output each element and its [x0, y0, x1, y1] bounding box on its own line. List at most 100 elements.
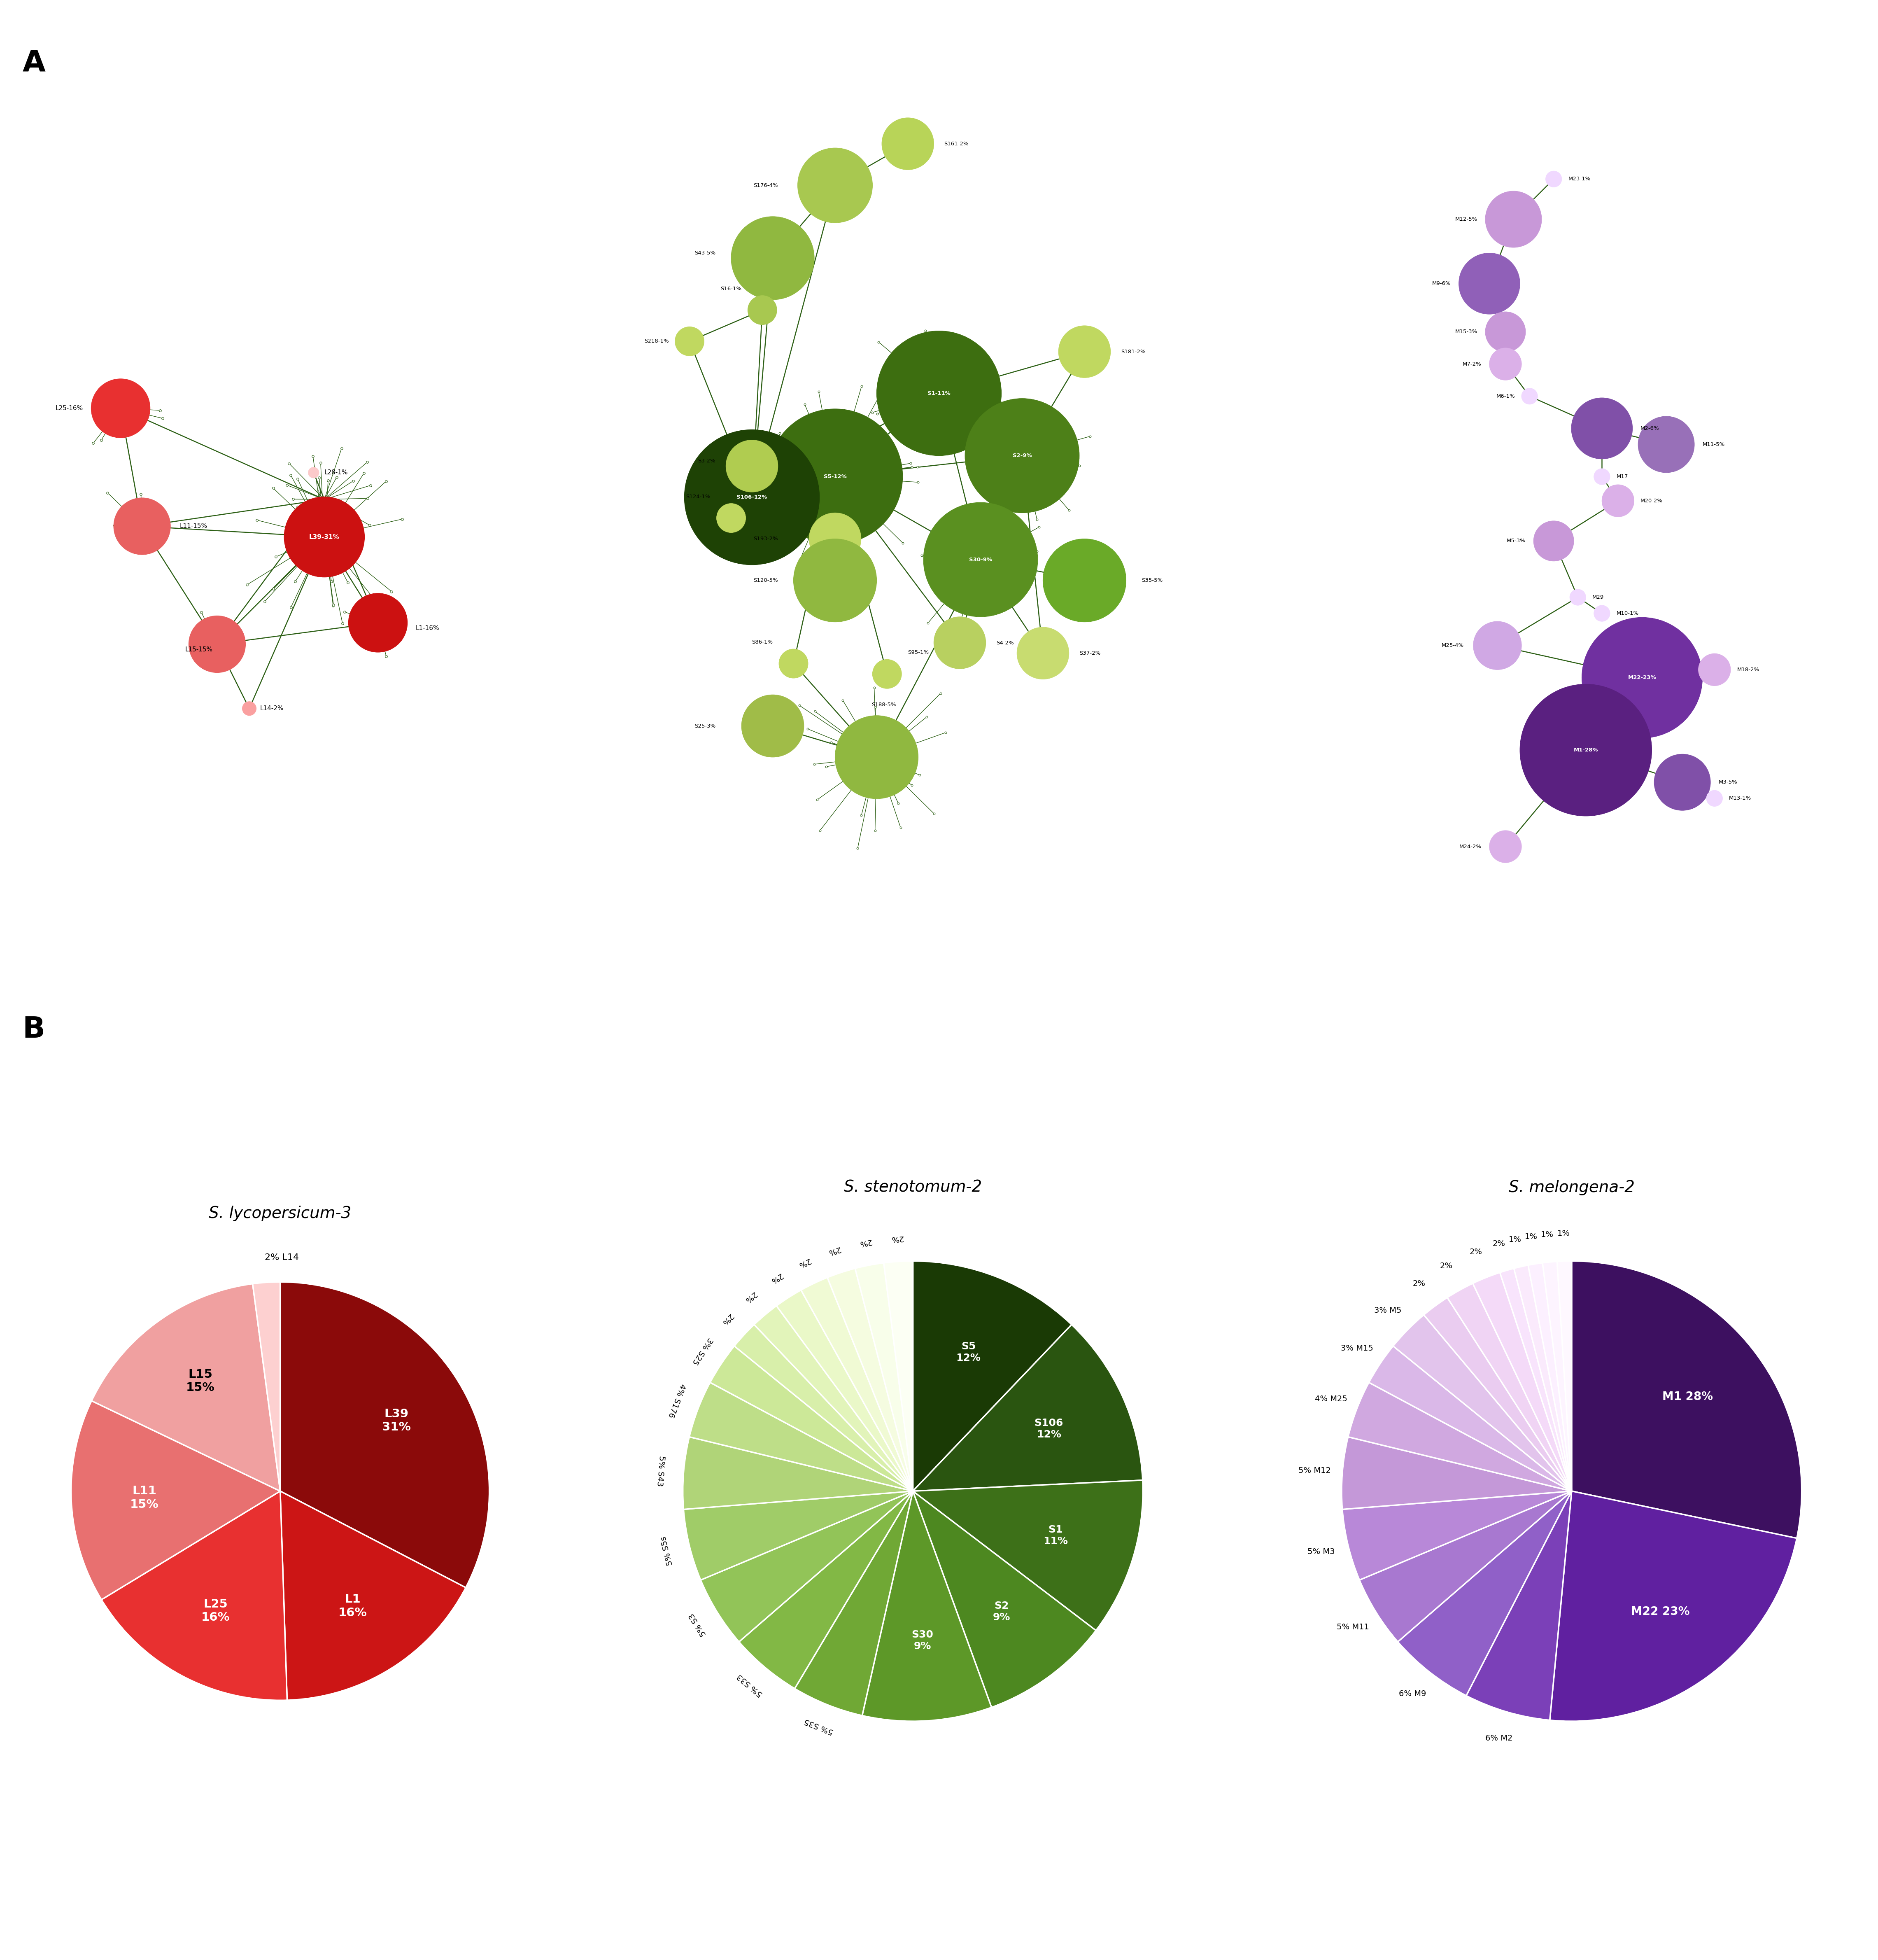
Text: S5-12%: S5-12%: [824, 474, 847, 478]
Circle shape: [349, 594, 408, 653]
Text: 2% L14: 2% L14: [265, 1252, 299, 1262]
Wedge shape: [92, 1284, 280, 1492]
Text: 1%: 1%: [1540, 1231, 1553, 1239]
Circle shape: [1485, 192, 1542, 247]
Circle shape: [717, 504, 746, 533]
Text: S4-2%: S4-2%: [995, 641, 1014, 645]
Text: S37-2%: S37-2%: [1080, 651, 1101, 657]
Text: S1
11%: S1 11%: [1044, 1525, 1069, 1546]
Text: S95-1%: S95-1%: [907, 651, 930, 655]
Wedge shape: [740, 1492, 913, 1690]
Text: 5% S33: 5% S33: [736, 1672, 764, 1697]
Circle shape: [1472, 621, 1521, 670]
Circle shape: [1485, 312, 1525, 353]
Text: M9-6%: M9-6%: [1433, 280, 1452, 286]
Text: S35-5%: S35-5%: [1142, 578, 1162, 582]
Circle shape: [779, 649, 808, 678]
Wedge shape: [794, 1492, 913, 1715]
Text: S86-1%: S86-1%: [751, 639, 772, 645]
Text: 5% M12: 5% M12: [1298, 1466, 1332, 1474]
Text: 1%: 1%: [1525, 1233, 1538, 1241]
Text: L15
15%: L15 15%: [186, 1368, 214, 1394]
Text: 4% S176: 4% S176: [667, 1382, 687, 1419]
Wedge shape: [913, 1492, 1097, 1707]
Circle shape: [747, 296, 777, 325]
Wedge shape: [854, 1262, 913, 1492]
Text: 5% S5s: 5% S5s: [659, 1535, 674, 1566]
Circle shape: [836, 715, 918, 800]
Wedge shape: [710, 1347, 913, 1492]
Circle shape: [924, 502, 1039, 617]
Text: M5-3%: M5-3%: [1506, 539, 1525, 543]
Text: M25-4%: M25-4%: [1440, 643, 1463, 649]
Wedge shape: [1542, 1262, 1572, 1492]
Wedge shape: [802, 1278, 913, 1492]
Wedge shape: [1343, 1492, 1572, 1580]
Text: 3% M15: 3% M15: [1341, 1345, 1373, 1352]
Wedge shape: [1467, 1492, 1572, 1721]
Text: A: A: [23, 49, 45, 76]
Text: 5% M11: 5% M11: [1337, 1623, 1369, 1631]
Circle shape: [794, 539, 877, 621]
Wedge shape: [755, 1305, 913, 1492]
Wedge shape: [684, 1492, 913, 1580]
Circle shape: [115, 498, 171, 555]
Wedge shape: [1448, 1284, 1572, 1492]
Text: M24-2%: M24-2%: [1459, 845, 1482, 849]
Text: 2%: 2%: [826, 1245, 841, 1256]
Text: 2%: 2%: [1493, 1241, 1506, 1249]
Circle shape: [933, 617, 986, 668]
Text: S2-9%: S2-9%: [1012, 453, 1031, 459]
Text: 2%: 2%: [1469, 1249, 1482, 1256]
Circle shape: [873, 659, 901, 688]
Text: L28-1%: L28-1%: [325, 470, 347, 476]
Text: 2%: 2%: [890, 1235, 903, 1243]
Circle shape: [1655, 755, 1711, 809]
Wedge shape: [913, 1480, 1144, 1631]
Title: S. stenotomum-2: S. stenotomum-2: [843, 1180, 982, 1196]
Circle shape: [92, 378, 150, 437]
Text: M3-5%: M3-5%: [1718, 780, 1737, 784]
Text: M1-28%: M1-28%: [1574, 747, 1598, 753]
Text: S176-4%: S176-4%: [753, 182, 777, 188]
Wedge shape: [689, 1382, 913, 1492]
Circle shape: [798, 147, 873, 223]
Text: S188-5%: S188-5%: [871, 702, 896, 708]
Text: M13-1%: M13-1%: [1730, 796, 1752, 802]
Text: 1%: 1%: [1508, 1237, 1521, 1245]
Text: L25
16%: L25 16%: [201, 1597, 229, 1623]
Wedge shape: [913, 1260, 1072, 1492]
Circle shape: [684, 429, 819, 564]
Wedge shape: [254, 1282, 280, 1492]
Wedge shape: [280, 1282, 490, 1588]
Circle shape: [1546, 171, 1562, 186]
Text: S181-2%: S181-2%: [1121, 349, 1146, 355]
Text: L25-16%: L25-16%: [56, 406, 83, 412]
Text: 5% S35: 5% S35: [804, 1717, 834, 1735]
Text: S16-1%: S16-1%: [721, 286, 742, 292]
Wedge shape: [700, 1492, 913, 1642]
Text: S120-5%: S120-5%: [753, 578, 777, 582]
Text: S25-3%: S25-3%: [695, 723, 716, 729]
Text: 6% M9: 6% M9: [1399, 1690, 1425, 1697]
Text: S5
12%: S5 12%: [956, 1341, 980, 1362]
Circle shape: [1707, 790, 1722, 806]
Circle shape: [742, 694, 804, 757]
Wedge shape: [280, 1492, 466, 1699]
Circle shape: [308, 466, 319, 478]
Wedge shape: [1360, 1492, 1572, 1642]
Text: M22-23%: M22-23%: [1628, 674, 1656, 680]
Circle shape: [768, 410, 903, 545]
Text: S193-2%: S193-2%: [753, 537, 777, 541]
Wedge shape: [828, 1268, 913, 1492]
Wedge shape: [1393, 1315, 1572, 1492]
Wedge shape: [1341, 1437, 1572, 1509]
Circle shape: [727, 441, 777, 492]
Wedge shape: [1514, 1264, 1572, 1492]
Circle shape: [1519, 684, 1653, 815]
Circle shape: [731, 216, 815, 300]
Text: 5% S43: 5% S43: [655, 1456, 665, 1486]
Wedge shape: [1472, 1272, 1572, 1492]
Circle shape: [1581, 617, 1703, 739]
Text: L39
31%: L39 31%: [381, 1407, 411, 1433]
